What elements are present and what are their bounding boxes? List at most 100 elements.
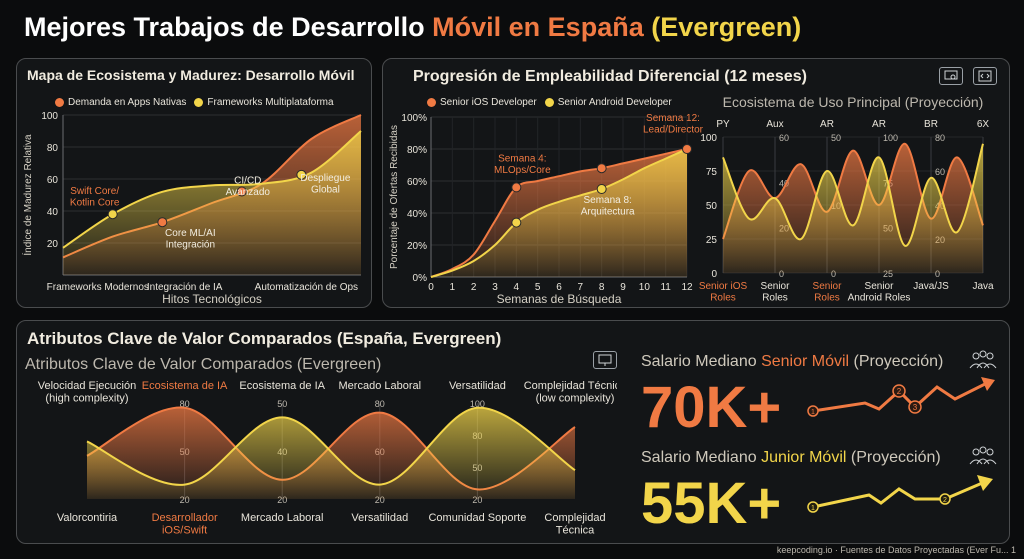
- y-tick-label: 25: [706, 235, 718, 246]
- ecosystem-legend: Demanda en Apps Nativas Frameworks Multi…: [55, 97, 334, 108]
- attributes-chart-subtitle: Atributos Clave de Valor Comparados (Eve…: [25, 356, 381, 373]
- employability-legend: Senior iOS Developer Senior Android Deve…: [427, 97, 672, 108]
- data-point: [107, 209, 118, 220]
- code-icon[interactable]: [973, 67, 997, 85]
- y-tick-label: 20%: [407, 241, 427, 252]
- step-label: 3: [913, 403, 918, 412]
- series-line: [430, 148, 688, 278]
- legend-swatch-orange: [55, 98, 64, 107]
- salary-highlight: Senior Móvil: [761, 353, 850, 370]
- y-tick-label: 50: [706, 201, 718, 212]
- inner-tick-label: 80: [935, 133, 945, 143]
- x-tick-label: 9: [620, 282, 626, 293]
- data-point: [596, 184, 607, 194]
- inner-tick-label: 50: [831, 133, 841, 143]
- data-point: [296, 169, 307, 180]
- inner-tick-label: 0: [779, 269, 784, 279]
- y-tick-label: 100: [700, 133, 717, 144]
- y-tick-label: 100: [41, 111, 58, 122]
- point-annotation: Semana 4: MLOps/Core: [494, 153, 551, 176]
- inner-tick-label: 100: [883, 133, 898, 143]
- top-axis-label: AR: [872, 119, 886, 130]
- top-axis-label: Ecosistema de IA: [142, 380, 228, 392]
- bottom-axis-label: Comunidad Soporte: [428, 512, 526, 524]
- series-area: [87, 407, 575, 499]
- legend-label: Frameworks Multiplataforma: [207, 97, 334, 108]
- y-tick-label: 40%: [407, 209, 427, 220]
- x-tick-label: 2: [471, 282, 477, 293]
- top-axis-label: Aux: [766, 119, 783, 130]
- series-area: [723, 143, 983, 273]
- inner-tick-label: 80: [375, 399, 385, 409]
- ecosystem-chart: 20 40 60 80 100 Swift Core/Kotlin Core Core ML…: [21, 111, 362, 306]
- junior-salary-label: Salario Mediano Junior Móvil (Proyección…: [641, 449, 941, 467]
- bottom-axis-label: Senior Roles: [813, 281, 843, 304]
- salary-suffix: (Proyección): [849, 353, 944, 370]
- salary-prefix: Salario Mediano: [641, 353, 762, 370]
- data-point: [682, 144, 692, 154]
- x-tick-label: 12: [681, 282, 693, 293]
- senior-people-group-icon: [969, 350, 997, 369]
- y-tick-label: 60%: [407, 177, 427, 188]
- y-tick-label: 100%: [401, 113, 427, 124]
- step-label: 2: [897, 387, 902, 396]
- x-axis-title: Hitos Tecnológicos: [162, 292, 262, 306]
- x-tick-label: 4: [514, 282, 520, 293]
- inner-tick-label: 25: [883, 269, 893, 279]
- top-axis-label: PY: [716, 119, 730, 130]
- y-axis-title: Porcentaje de Ofertas Recibidas: [389, 125, 400, 269]
- inner-tick-label: 20: [277, 495, 287, 505]
- legend-label: Senior Android Developer: [557, 97, 672, 108]
- bottom-axis-label: Java/JS: [913, 281, 949, 292]
- legend-item-native: Demanda en Apps Nativas: [55, 97, 186, 108]
- y-tick-label: 0: [711, 269, 717, 280]
- step-label: 1: [811, 409, 815, 416]
- legend-swatch-yellow: [194, 98, 204, 107]
- bottom-axis-label: Versatilidad: [351, 512, 408, 524]
- series-line: [430, 148, 688, 278]
- footer-sources: keepcoding.io · Fuentes de Datos Proyect…: [776, 545, 1016, 555]
- x-axis-title: Semanas de Búsqueda: [497, 292, 622, 306]
- step-label: 2: [943, 497, 947, 504]
- page-title: Mejores Trabajos de Desarrollo Móvil en …: [24, 12, 801, 43]
- bottom-axis-label: Mercado Laboral: [241, 512, 324, 524]
- step-label: 1: [811, 505, 815, 512]
- inner-tick-label: 20: [472, 495, 482, 505]
- legend-item-multiplatform: Frameworks Multiplataforma: [194, 97, 334, 108]
- x-tick-label: 5: [535, 282, 541, 293]
- top-axis-label: AR: [820, 119, 834, 130]
- point-annotation: Despliegue Global: [300, 173, 350, 196]
- inner-tick-label: 0: [935, 269, 940, 279]
- network-icon[interactable]: [939, 67, 963, 85]
- bottom-axis-label: Java: [972, 281, 994, 292]
- inner-tick-label: 20: [180, 495, 190, 505]
- bottom-axis-label: Complejidad Técnica: [544, 512, 605, 537]
- inner-tick-label: 80: [180, 399, 190, 409]
- top-axis-label: Versatilidad: [449, 380, 506, 392]
- x-tick-label: 7: [578, 282, 584, 293]
- x-tick-label: Frameworks Modernos: [47, 282, 149, 293]
- inner-tick-label: 60: [935, 167, 945, 177]
- junior-trend-arrow-icon: 1 2: [807, 475, 993, 513]
- legend-item-ios: Senior iOS Developer: [427, 97, 537, 108]
- y-tick-label: 80: [47, 143, 59, 154]
- legend-item-android: Senior Android Developer: [544, 97, 672, 108]
- junior-people-group-icon: [969, 446, 997, 465]
- x-tick-label: 8: [599, 282, 605, 293]
- presentation-icon[interactable]: [593, 351, 617, 369]
- senior-salary-label: Salario Mediano Senior Móvil (Proyección…: [641, 353, 943, 371]
- data-point: [511, 182, 522, 193]
- senior-salary-value: 70K+: [641, 375, 782, 440]
- bottom-axis-label: Valorcontiria: [57, 512, 118, 524]
- data-point: [157, 217, 168, 228]
- attributes-panel: Atributos Clave de Valor Comparados (Esp…: [16, 320, 1010, 544]
- top-axis-label: BR: [924, 119, 938, 130]
- inner-tick-label: 40: [779, 178, 789, 188]
- ecosystem-panel: Mapa de Ecosistema y Madurez: Desarrollo…: [16, 58, 372, 308]
- point-annotation: CI/CD Avanzado: [226, 175, 271, 198]
- senior-trend-arrow-icon: 1 2 3: [807, 377, 995, 417]
- salary-highlight: Junior Móvil: [761, 449, 847, 466]
- employability-panel-title: Progresión de Empleabilidad Diferencial …: [413, 68, 807, 85]
- series-line: [722, 143, 984, 247]
- y-tick-label: 60: [47, 175, 59, 186]
